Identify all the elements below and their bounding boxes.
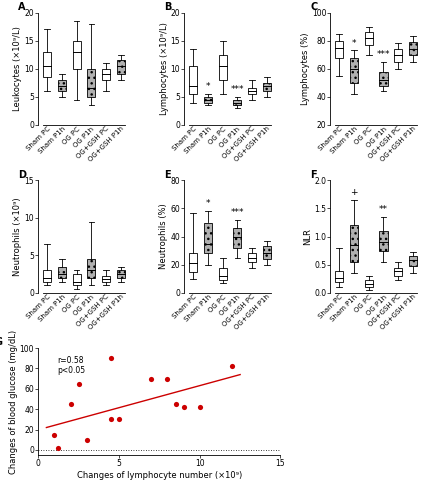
Point	[83, 436, 90, 444]
Bar	[365, 32, 373, 45]
Bar	[72, 40, 81, 68]
Text: D: D	[18, 170, 26, 179]
Bar	[102, 276, 110, 281]
Text: +: +	[350, 188, 358, 197]
Y-axis label: Lymphocytes (%): Lymphocytes (%)	[301, 32, 310, 105]
Bar	[43, 270, 51, 281]
Bar	[394, 49, 402, 62]
Point	[115, 416, 122, 424]
Text: A: A	[18, 2, 26, 12]
Point	[108, 416, 115, 424]
Text: ***: ***	[230, 85, 244, 94]
Point	[180, 403, 187, 411]
Bar	[350, 226, 358, 262]
Bar	[43, 52, 51, 77]
Point	[67, 400, 74, 408]
Bar	[350, 58, 358, 83]
Bar	[72, 274, 81, 285]
Bar	[87, 68, 95, 97]
Bar	[335, 40, 343, 58]
Bar	[380, 231, 388, 250]
Text: ***: ***	[377, 50, 390, 59]
X-axis label: Changes of lymphocyte number (×10⁹): Changes of lymphocyte number (×10⁹)	[77, 471, 242, 480]
Bar	[189, 66, 197, 94]
Bar	[102, 68, 110, 80]
Bar	[219, 268, 227, 280]
Point	[229, 362, 236, 370]
Point	[51, 430, 58, 438]
Point	[164, 374, 171, 382]
Bar	[204, 222, 212, 254]
Bar	[58, 80, 66, 91]
Bar	[117, 270, 125, 278]
Bar	[394, 268, 402, 276]
Bar	[233, 228, 242, 248]
Bar	[409, 42, 417, 54]
Bar	[248, 88, 256, 94]
Text: *: *	[206, 82, 210, 91]
Text: G: G	[0, 338, 3, 347]
Bar	[263, 83, 271, 91]
Bar	[87, 259, 95, 278]
Bar	[365, 280, 373, 287]
Y-axis label: Leukocytes (×10⁹/L): Leukocytes (×10⁹/L)	[14, 26, 23, 111]
Text: ***: ***	[230, 208, 244, 217]
Y-axis label: Neutrophils (×10⁹): Neutrophils (×10⁹)	[14, 197, 23, 276]
Bar	[380, 72, 388, 86]
Y-axis label: NLR: NLR	[303, 228, 312, 245]
Text: **: **	[379, 205, 388, 214]
Point	[196, 403, 203, 411]
Text: *: *	[206, 200, 210, 208]
Point	[108, 354, 115, 362]
Text: r=0.58
p<0.05: r=0.58 p<0.05	[58, 356, 86, 375]
Bar	[335, 272, 343, 281]
Text: E: E	[164, 170, 171, 179]
Y-axis label: Neutrophils (%): Neutrophils (%)	[159, 204, 168, 270]
Bar	[117, 60, 125, 74]
Text: C: C	[311, 2, 318, 12]
Bar	[189, 254, 197, 272]
Text: B: B	[164, 2, 172, 12]
Point	[54, 444, 61, 452]
Y-axis label: Changes of blood glucose (mg/dL): Changes of blood glucose (mg/dL)	[9, 330, 17, 474]
Point	[172, 400, 179, 408]
Point	[148, 374, 155, 382]
Bar	[58, 266, 66, 278]
Text: F: F	[311, 170, 317, 179]
Text: *: *	[352, 38, 356, 48]
Bar	[409, 256, 417, 266]
Bar	[219, 54, 227, 80]
Bar	[233, 100, 242, 105]
Bar	[204, 97, 212, 102]
Bar	[263, 246, 271, 259]
Point	[75, 380, 82, 388]
Y-axis label: Lymphocytes (×10⁹/L): Lymphocytes (×10⁹/L)	[159, 22, 169, 115]
Bar	[248, 254, 256, 262]
